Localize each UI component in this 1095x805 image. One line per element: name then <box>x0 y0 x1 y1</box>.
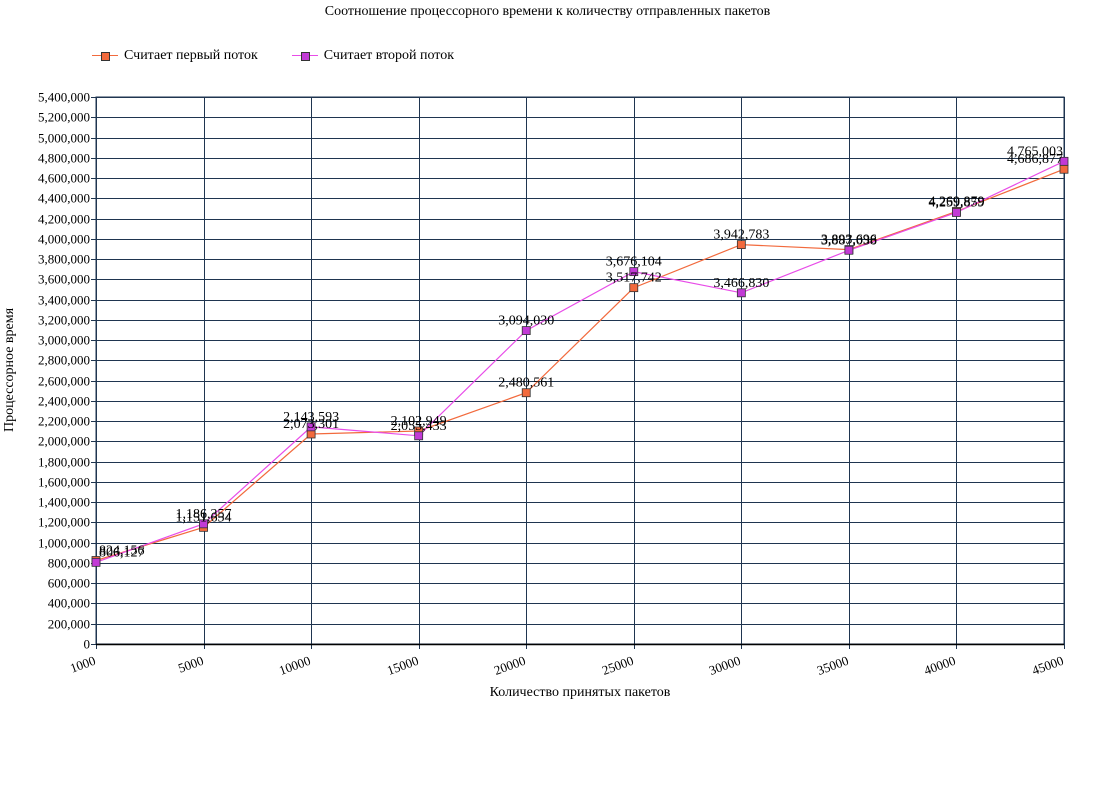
data-point-series-2 <box>91 557 101 567</box>
data-label-series-1: 4,686,877 <box>1007 152 1063 167</box>
y-tick-label: 200,000 <box>48 617 90 632</box>
y-tick-label: 1,800,000 <box>38 455 90 470</box>
data-label-series-1: 2,073,301 <box>283 417 339 432</box>
x-tick-label: 15000 <box>385 653 421 678</box>
legend-swatch-series-1 <box>92 50 118 62</box>
legend-label-series-2: Считает второй поток <box>323 48 455 63</box>
data-label-series-1: 3,942,783 <box>713 228 769 243</box>
y-tick-label: 1,400,000 <box>38 495 90 510</box>
x-tick-label: 1000 <box>68 653 98 676</box>
x-tick-label: 40000 <box>922 653 958 678</box>
data-label-series-2: 806,127 <box>99 545 145 560</box>
x-tick-label: 5000 <box>176 653 206 676</box>
data-label-series-1: 4,269,879 <box>928 194 984 209</box>
y-tick-label: 5,400,000 <box>38 90 90 105</box>
data-label-series-2: 2,055,433 <box>391 419 447 434</box>
data-point-series-2 <box>1059 156 1069 166</box>
data-label-series-2: 3,887,038 <box>821 233 877 248</box>
data-label-series-2: 4,765,003 <box>1007 144 1063 159</box>
x-tick-label: 25000 <box>600 653 636 678</box>
y-tick-label: 600,000 <box>48 576 90 591</box>
y-tick-label: 3,200,000 <box>38 313 90 328</box>
data-label-series-2: 1,186,357 <box>176 507 232 522</box>
y-tick-label: 3,400,000 <box>38 293 90 308</box>
y-tick-label: 3,600,000 <box>38 272 90 287</box>
y-axis-label: Процессорное время <box>2 307 17 433</box>
y-tick-label: 400,000 <box>48 596 90 611</box>
series-line-1 <box>95 168 1065 562</box>
data-point-series-2 <box>199 519 208 529</box>
data-label-series-2: 4,259,859 <box>928 195 984 210</box>
data-label-series-2: 3,676,104 <box>606 255 662 270</box>
legend: Считает первый поток Считает второй пото… <box>92 48 454 64</box>
y-tick-label: 3,000,000 <box>38 333 90 348</box>
plot-area <box>95 96 1065 645</box>
y-tick-label: 2,000,000 <box>38 434 90 449</box>
legend-item-series-1: Считает первый поток <box>92 48 258 64</box>
data-point-series-2 <box>629 267 639 277</box>
data-point-series-1 <box>736 240 746 250</box>
data-label-series-1: 1,151,654 <box>176 510 232 525</box>
legend-item-series-2: Считает второй поток <box>291 48 455 64</box>
data-label-series-1: 3,517,742 <box>606 271 662 286</box>
y-tick-label: 4,800,000 <box>38 151 90 166</box>
y-tick-label: 2,800,000 <box>38 353 90 368</box>
data-label-series-2: 2,143,593 <box>283 410 339 425</box>
data-point-series-1 <box>521 388 531 398</box>
data-point-series-2 <box>521 326 531 335</box>
data-label-series-1: 2,480,561 <box>498 376 554 391</box>
x-tick-label: 10000 <box>277 653 313 678</box>
y-tick-label: 4,200,000 <box>38 212 90 227</box>
data-label-series-1: 3,893,696 <box>821 233 877 248</box>
y-tick-label: 5,200,000 <box>38 110 90 125</box>
y-tick-label: 1,600,000 <box>38 475 90 490</box>
data-label-series-1: 2,102,949 <box>391 414 447 429</box>
y-tick-label: 2,200,000 <box>38 414 90 429</box>
data-label-series-1: 824,156 <box>99 544 145 559</box>
data-point-series-2 <box>306 422 316 432</box>
y-tick-label: 4,600,000 <box>38 171 90 186</box>
data-point-series-1 <box>629 283 639 293</box>
y-tick-label: 2,400,000 <box>38 394 90 409</box>
y-tick-label: 5,000,000 <box>38 131 90 146</box>
data-point-series-2 <box>736 288 746 298</box>
x-tick-label: 35000 <box>815 653 851 678</box>
y-tick-label: 1,200,000 <box>38 515 90 530</box>
x-tick-label: 45000 <box>1030 653 1066 678</box>
y-tick-label: 1,000,000 <box>38 536 90 551</box>
y-tick-label: 800,000 <box>48 556 90 571</box>
data-point-series-2 <box>952 208 961 217</box>
y-tick-label: 4,400,000 <box>38 191 90 206</box>
y-tick-label: 4,000,000 <box>38 232 90 247</box>
data-label-series-2: 3,094,030 <box>498 314 554 329</box>
y-tick-label: 3,800,000 <box>38 252 90 267</box>
y-tick-label: 2,600,000 <box>38 374 90 389</box>
y-tick-label: 0 <box>84 637 91 652</box>
legend-swatch-series-2 <box>291 50 318 62</box>
data-label-series-2: 3,466,830 <box>713 276 769 291</box>
data-point-series-2 <box>844 245 854 255</box>
legend-label-series-1: Считает первый поток <box>124 48 258 63</box>
chart-title: Соотношение процессорного времени к коли… <box>324 4 771 19</box>
x-tick-label: 30000 <box>707 653 743 678</box>
x-tick-label: 20000 <box>492 653 528 678</box>
x-axis-label: Количество принятых пакетов <box>489 685 671 700</box>
data-point-series-2 <box>414 431 424 441</box>
series-line-2 <box>95 160 1065 563</box>
